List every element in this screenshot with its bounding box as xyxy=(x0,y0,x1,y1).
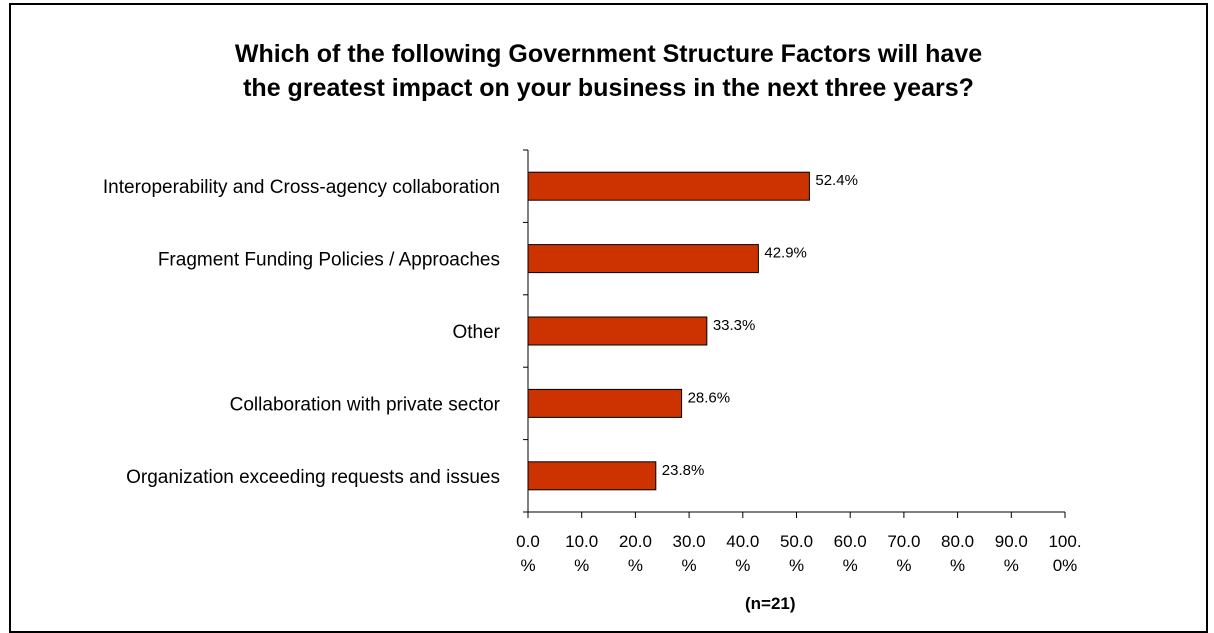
x-tick-label: 80.0 xyxy=(941,532,974,551)
x-tick-label-unit: % xyxy=(950,556,965,575)
category-label: Interoperability and Cross-agency collab… xyxy=(103,177,500,198)
category-label: Fragment Funding Policies / Approaches xyxy=(158,250,500,271)
sample-size-note: (n=21) xyxy=(745,594,796,613)
x-tick-label-unit: % xyxy=(789,556,804,575)
data-label: 23.8% xyxy=(662,462,705,479)
data-label: 28.6% xyxy=(688,389,731,406)
x-tick-label: 20.0 xyxy=(619,532,652,551)
x-tick-label-unit: % xyxy=(574,556,589,575)
x-tick-label: 0.0 xyxy=(516,532,540,551)
x-tick-label-unit: % xyxy=(896,556,911,575)
category-label: Organization exceeding requests and issu… xyxy=(126,467,500,488)
x-tick-label-unit: % xyxy=(843,556,858,575)
bar xyxy=(527,171,810,201)
x-tick-label: 30.0 xyxy=(673,532,706,551)
x-tick-label: 90.0 xyxy=(995,532,1028,551)
x-tick-label: 10.0 xyxy=(565,532,598,551)
data-label: 42.9% xyxy=(764,245,807,262)
x-tick-label-unit: % xyxy=(1004,556,1019,575)
data-label: 52.4% xyxy=(815,172,858,189)
bar xyxy=(527,388,683,418)
category-label: Other xyxy=(452,322,500,343)
x-tick-label: 50.0 xyxy=(780,532,813,551)
x-tick-label-unit: % xyxy=(520,556,535,575)
chart-title-line-2: the greatest impact on your business in … xyxy=(243,74,974,102)
x-tick-label-unit: % xyxy=(735,556,750,575)
category-label: Collaboration with private sector xyxy=(230,394,501,415)
data-label: 33.3% xyxy=(713,317,756,334)
chart-title-line-1: Which of the following Government Struct… xyxy=(234,40,983,68)
x-tick-label-unit: % xyxy=(628,556,643,575)
bar xyxy=(527,244,759,274)
x-tick-label: 60.0 xyxy=(834,532,867,551)
x-tick-label-unit: % xyxy=(682,556,697,575)
x-tick-label: 70.0 xyxy=(887,532,920,551)
chart-title: Which of the following Government Struct… xyxy=(9,37,1208,105)
x-tick-label: 40.0 xyxy=(726,532,759,551)
x-tick-label: 100. xyxy=(1048,532,1081,551)
bar xyxy=(527,461,657,491)
x-tick-label-unit: 0% xyxy=(1053,556,1078,575)
bar-chart: Interoperability and Cross-agency collab… xyxy=(103,149,1082,575)
bar xyxy=(527,316,708,346)
